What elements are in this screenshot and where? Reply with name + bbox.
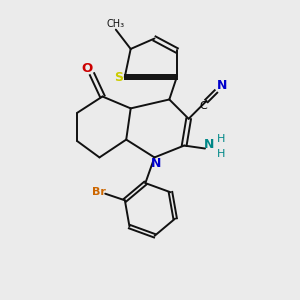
Text: C: C bbox=[199, 101, 207, 111]
Text: N: N bbox=[217, 79, 227, 92]
Text: O: O bbox=[81, 62, 92, 75]
Text: Br: Br bbox=[92, 187, 106, 197]
Text: N: N bbox=[151, 158, 161, 170]
Text: S: S bbox=[114, 71, 123, 84]
Text: H: H bbox=[217, 134, 225, 144]
Text: H: H bbox=[217, 149, 225, 159]
Text: N: N bbox=[204, 138, 214, 152]
Text: CH₃: CH₃ bbox=[107, 19, 125, 29]
